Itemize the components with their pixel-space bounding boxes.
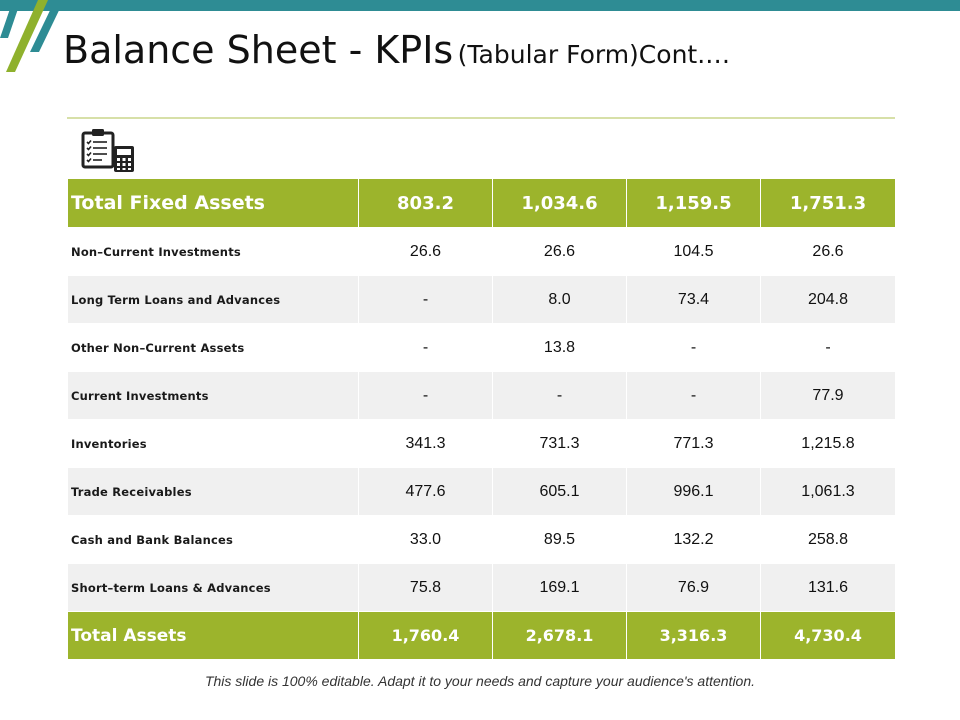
row-value: 73.4: [626, 275, 761, 324]
row-value: 204.8: [760, 275, 896, 324]
row-value: 803.2: [358, 178, 493, 228]
title-subtitle: (Tabular Form)Cont.…: [457, 40, 731, 69]
row-value: 341.3: [358, 419, 493, 468]
row-label: Current Investments: [67, 371, 359, 420]
row-value: 2,678.1: [492, 611, 627, 660]
row-value: -: [358, 275, 493, 324]
row-label: Trade Receivables: [67, 467, 359, 516]
row-label: Inventories: [67, 419, 359, 468]
row-label: Other Non–Current Assets: [67, 323, 359, 372]
table-row: Short–term Loans & Advances 75.8 169.1 7…: [67, 563, 896, 612]
row-value: 1,159.5: [626, 178, 761, 228]
row-value: 132.2: [626, 515, 761, 564]
row-value: 258.8: [760, 515, 896, 564]
row-value: 33.0: [358, 515, 493, 564]
row-value: 8.0: [492, 275, 627, 324]
row-value: 731.3: [492, 419, 627, 468]
row-value: -: [626, 323, 761, 372]
row-value: -: [358, 323, 493, 372]
row-value: 26.6: [492, 227, 627, 276]
corner-stripes-decoration: [0, 0, 64, 72]
row-value: 1,751.3: [760, 178, 896, 228]
row-value: 477.6: [358, 467, 493, 516]
row-value: 131.6: [760, 563, 896, 612]
row-value: 104.5: [626, 227, 761, 276]
row-value: 771.3: [626, 419, 761, 468]
row-value: -: [626, 371, 761, 420]
row-value: 1,034.6: [492, 178, 627, 228]
row-label: Total Assets: [67, 611, 359, 660]
table-row: Current Investments - - - 77.9: [67, 371, 896, 420]
row-label: Non–Current Investments: [67, 227, 359, 276]
row-value: 1,215.8: [760, 419, 896, 468]
row-label: Long Term Loans and Advances: [67, 275, 359, 324]
table-row: Non–Current Investments 26.6 26.6 104.5 …: [67, 227, 896, 276]
total-assets-row: Total Assets 1,760.4 2,678.1 3,316.3 4,7…: [67, 611, 896, 660]
row-value: 76.9: [626, 563, 761, 612]
row-value: -: [760, 323, 896, 372]
row-value: 75.8: [358, 563, 493, 612]
table-row: Cash and Bank Balances 33.0 89.5 132.2 2…: [67, 515, 896, 564]
top-accent-bar: [0, 0, 960, 11]
table-row: Inventories 341.3 731.3 771.3 1,215.8: [67, 419, 896, 468]
table-row: Long Term Loans and Advances - 8.0 73.4 …: [67, 275, 896, 324]
row-value: 3,316.3: [626, 611, 761, 660]
row-value: -: [492, 371, 627, 420]
table-row: Trade Receivables 477.6 605.1 996.1 1,06…: [67, 467, 896, 516]
row-value: 1,061.3: [760, 467, 896, 516]
title-main: Balance Sheet - KPIs: [63, 28, 454, 72]
row-value: 26.6: [760, 227, 896, 276]
total-fixed-assets-row: Total Fixed Assets 803.2 1,034.6 1,159.5…: [67, 178, 896, 228]
row-value: 1,760.4: [358, 611, 493, 660]
page-title: Balance Sheet - KPIs (Tabular Form)Cont.…: [63, 28, 730, 72]
title-divider: [67, 117, 895, 119]
row-value: -: [358, 371, 493, 420]
table-row: Other Non–Current Assets - 13.8 - -: [67, 323, 896, 372]
row-value: 77.9: [760, 371, 896, 420]
balance-sheet-table: Total Fixed Assets 803.2 1,034.6 1,159.5…: [67, 178, 896, 660]
row-value: 996.1: [626, 467, 761, 516]
clipboard-calculator-icon: [81, 129, 134, 172]
row-value: 605.1: [492, 467, 627, 516]
row-value: 169.1: [492, 563, 627, 612]
footer-note: This slide is 100% editable. Adapt it to…: [204, 673, 756, 689]
row-value: 4,730.4: [760, 611, 896, 660]
row-value: 26.6: [358, 227, 493, 276]
row-label: Short–term Loans & Advances: [67, 563, 359, 612]
row-label: Cash and Bank Balances: [67, 515, 359, 564]
row-label: Total Fixed Assets: [67, 178, 359, 228]
row-value: 13.8: [492, 323, 627, 372]
row-value: 89.5: [492, 515, 627, 564]
